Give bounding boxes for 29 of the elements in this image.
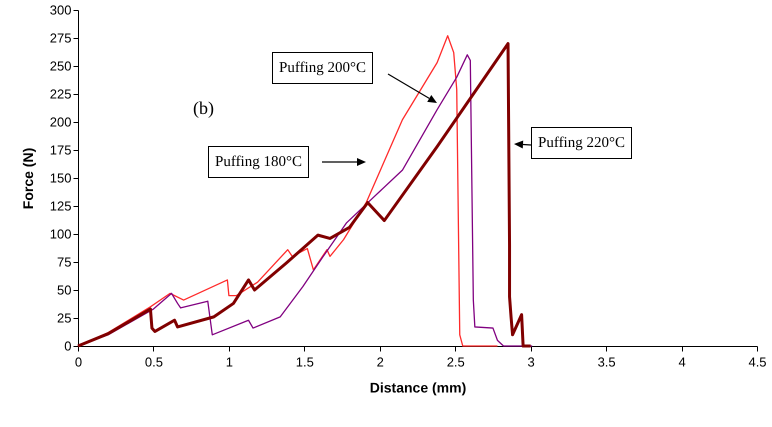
x-tick-label: 3.5 [598, 354, 616, 370]
y-tick-label: 225 [50, 86, 72, 102]
y-tick-label: 125 [50, 198, 72, 214]
y-tick-label: 150 [50, 170, 72, 186]
y-tick-label: 25 [57, 310, 72, 326]
x-axis-title: Distance (mm) [370, 380, 466, 396]
x-tick-label: 3 [528, 354, 535, 370]
annotation: Puffing 200°C [272, 52, 373, 84]
y-tick-label: 0 [64, 338, 72, 354]
x-tick-label: 0.5 [144, 354, 163, 370]
x-tick-label: 4 [678, 354, 686, 370]
x-tick-label: 0 [74, 354, 82, 370]
y-tick-label: 200 [50, 114, 72, 130]
annotation: (b) [193, 98, 214, 118]
y-tick-label: 50 [57, 282, 72, 298]
annotation: Puffing 220°C [531, 127, 632, 159]
x-tick-label: 2.5 [446, 354, 465, 370]
y-axis-title: Force (N) [20, 148, 36, 210]
y-tick-label: 250 [50, 58, 72, 74]
y-tick-label: 100 [50, 226, 72, 242]
annotation: Puffing 180°C [208, 146, 309, 178]
x-tick-label: 1.5 [296, 354, 314, 370]
y-tick-label: 275 [50, 30, 72, 46]
y-tick-label: 175 [50, 142, 72, 158]
x-tick-label: 2 [376, 354, 384, 370]
y-tick-label: 75 [57, 254, 72, 270]
y-tick-label: 300 [50, 2, 72, 18]
x-tick-label: 1 [226, 354, 234, 370]
x-tick-label: 4.5 [748, 354, 767, 370]
